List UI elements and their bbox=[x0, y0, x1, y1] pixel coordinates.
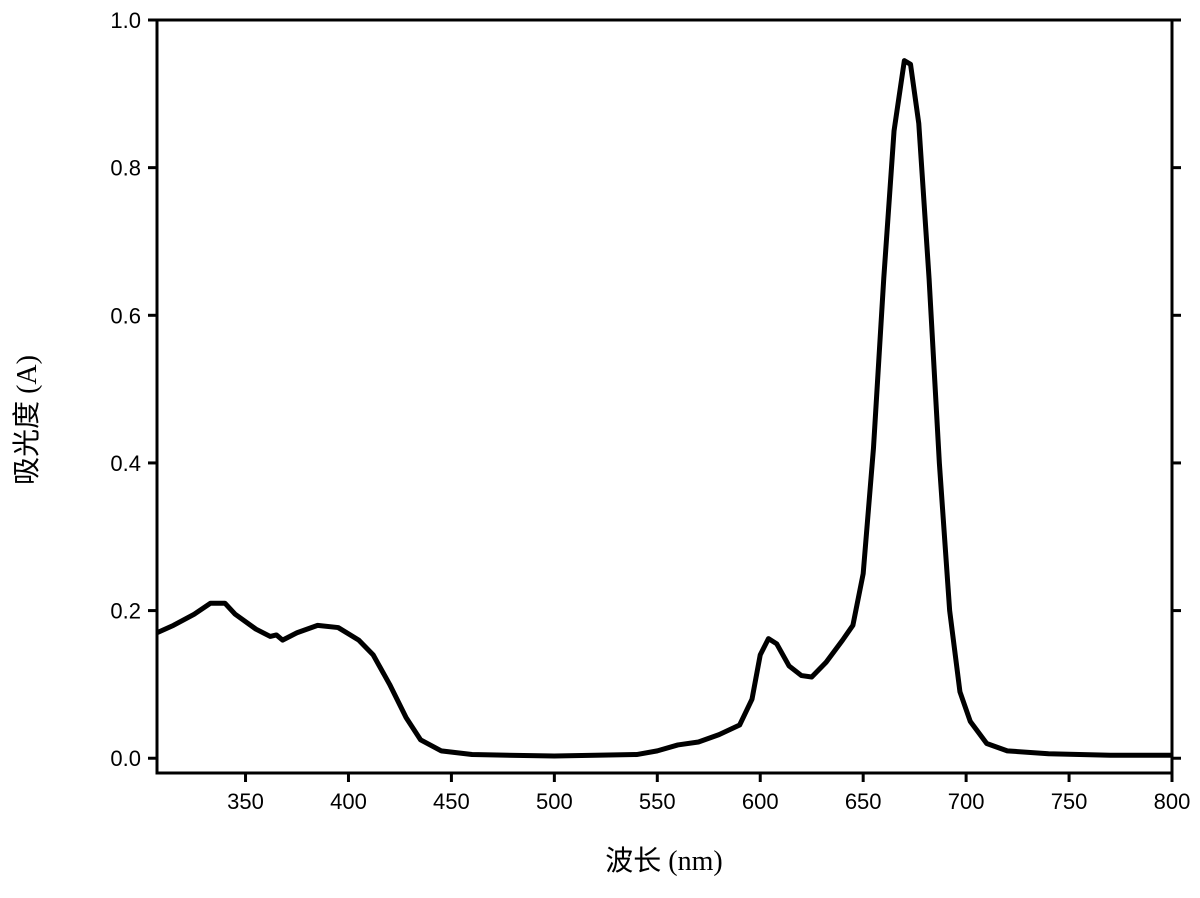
x-tick-label: 750 bbox=[1051, 789, 1088, 814]
plot-frame bbox=[155, 18, 1174, 775]
y-axis-title: 吸光度 (A) bbox=[11, 355, 43, 485]
x-tick-label: 600 bbox=[742, 789, 779, 814]
x-tick-label: 700 bbox=[948, 789, 985, 814]
x-tick-label: 500 bbox=[536, 789, 573, 814]
x-tick-label: 650 bbox=[845, 789, 882, 814]
y-tick-label: 0.8 bbox=[110, 156, 141, 181]
x-tick-label: 800 bbox=[1154, 789, 1191, 814]
x-axis-title: 波长 (nm) bbox=[605, 845, 722, 877]
data-line bbox=[155, 58, 1172, 759]
x-tick-label: 350 bbox=[227, 789, 264, 814]
x-tick-label: 550 bbox=[639, 789, 676, 814]
y-tick-label: 0.6 bbox=[110, 303, 141, 328]
y-tick-label: 0.0 bbox=[110, 746, 141, 771]
y-tick-label: 0.4 bbox=[110, 451, 141, 476]
x-tick-label: 400 bbox=[330, 789, 367, 814]
x-tick-label: 450 bbox=[433, 789, 470, 814]
y-tick-label: 0.2 bbox=[110, 599, 141, 624]
y-tick-label: 1.0 bbox=[110, 8, 141, 33]
